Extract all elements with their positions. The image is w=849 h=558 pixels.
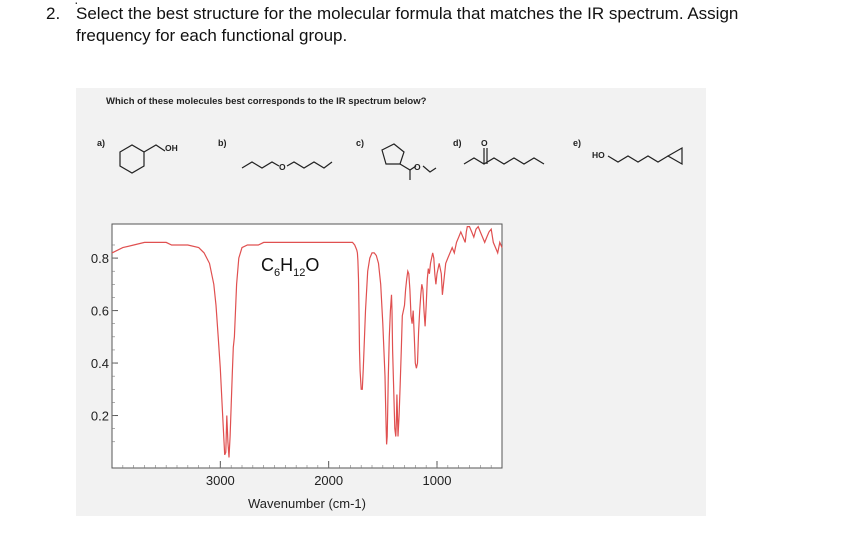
formula-element: C bbox=[261, 255, 274, 275]
option-c-chain-end bbox=[422, 165, 437, 173]
option-a-cyclohexane-ring bbox=[119, 144, 145, 174]
ir-spectrum-chart: 0.8 0.6 0.4 0.2 3000 2000 1000 C6H12O Wavenum… bbox=[91, 223, 503, 511]
option-a-side-chain bbox=[143, 144, 166, 153]
y-tick-label: 0.6 bbox=[91, 304, 109, 319]
option-e-label: e) bbox=[573, 138, 582, 148]
question-text-line-1: Select the best structure for the molecu… bbox=[76, 4, 739, 23]
question: · 2. Select the best structure for the mo… bbox=[46, 0, 826, 46]
option-b-ether-chain bbox=[241, 161, 280, 169]
x-tick-label: 3000 bbox=[206, 473, 235, 488]
option-e-ho-text: HO bbox=[592, 150, 605, 160]
question-line-1: 2. Select the best structure for the mole… bbox=[46, 4, 826, 24]
question-text-line-2: frequency for each functional group. bbox=[76, 26, 348, 45]
bullet-dot: · bbox=[74, 0, 79, 10]
molecule-structures: OH O O O HO bbox=[119, 138, 683, 180]
option-b-label: b) bbox=[218, 138, 227, 148]
y-tick-label: 0.8 bbox=[91, 251, 109, 266]
spectrum-line bbox=[111, 225, 503, 458]
question-number: 2. bbox=[46, 4, 61, 23]
option-b-ether-chain-2 bbox=[286, 161, 333, 169]
ir-figure: Which of these molecules best correspond… bbox=[76, 88, 706, 516]
y-tick-label: 0.2 bbox=[91, 409, 109, 424]
option-a-label: a) bbox=[97, 138, 106, 148]
x-tick-label: 1000 bbox=[423, 473, 452, 488]
option-d-chain bbox=[463, 157, 545, 165]
plot-area bbox=[111, 223, 503, 469]
formula-subscript: 6 bbox=[274, 267, 280, 279]
option-e-chain bbox=[607, 155, 669, 163]
option-d-o-text: O bbox=[481, 138, 488, 148]
option-c-o-text: O bbox=[414, 162, 421, 172]
x-axis-label: Wavenumber (cm-1) bbox=[248, 496, 366, 511]
y-tick-label: 0.4 bbox=[91, 356, 109, 371]
option-c-label: c) bbox=[356, 138, 365, 148]
formula-element: O bbox=[305, 255, 319, 275]
option-b-o-text: O bbox=[279, 162, 286, 172]
formula-element: H bbox=[280, 255, 293, 275]
option-a-oh-text: OH bbox=[165, 143, 178, 153]
option-d-label: d) bbox=[453, 138, 462, 148]
molecular-formula: C6H12O bbox=[261, 255, 319, 279]
option-e-cyclopropane bbox=[666, 146, 683, 166]
option-c-ring bbox=[381, 143, 405, 165]
figure-title: Which of these molecules best correspond… bbox=[106, 96, 427, 107]
formula-subscript: 12 bbox=[293, 267, 305, 279]
x-tick-label: 2000 bbox=[314, 473, 343, 488]
